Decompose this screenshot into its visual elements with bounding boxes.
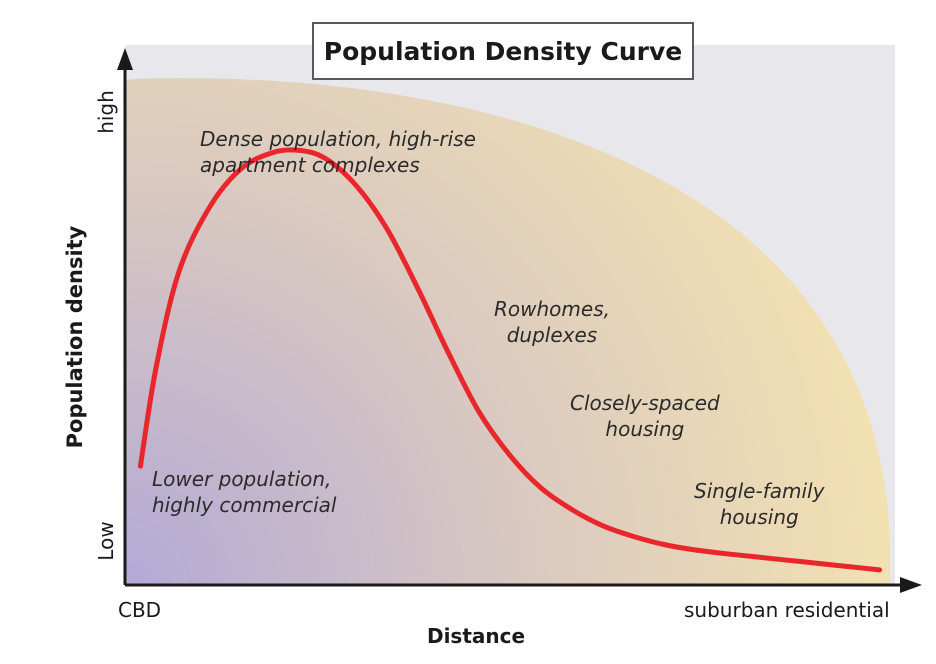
annotation-line: housing [719,505,799,529]
annotation-line: highly commercial [152,493,337,517]
annotation-line: Lower population, [152,467,332,491]
annotation-line: Single-family [694,479,825,503]
chart-title: Population Density Curve [312,22,694,80]
annotation-single-family: Single-family housing [694,478,824,530]
annotation-line: Closely-spaced [570,391,720,415]
annotation-lower-population: Lower population, highly commercial [152,466,336,518]
annotation-dense-population: Dense population, high-rise apartment co… [200,126,476,178]
y-tick-label-high: high [94,90,118,134]
x-axis-arrow [900,577,922,593]
x-tick-label-suburban: suburban residential [684,598,890,622]
annotation-line: duplexes [506,323,598,347]
annotation-closely-spaced: Closely-spaced housing [570,390,720,442]
y-axis-label: Population density [63,225,87,449]
series-layer [137,147,883,573]
density-zone-fill [125,78,890,585]
density-curve-line-0 [137,147,883,573]
annotation-line: Rowhomes, [494,297,610,321]
x-tick-label-cbd: CBD [118,598,162,622]
annotation-line: Dense population, high-rise [200,127,476,151]
annotation-line: apartment complexes [200,153,420,177]
y-axis-arrow [117,48,133,70]
annotation-rowhomes: Rowhomes, duplexes [494,296,610,348]
annotation-line: housing [605,417,685,441]
x-axis-label: Distance [426,624,526,648]
y-tick-label-low: Low [94,521,118,561]
